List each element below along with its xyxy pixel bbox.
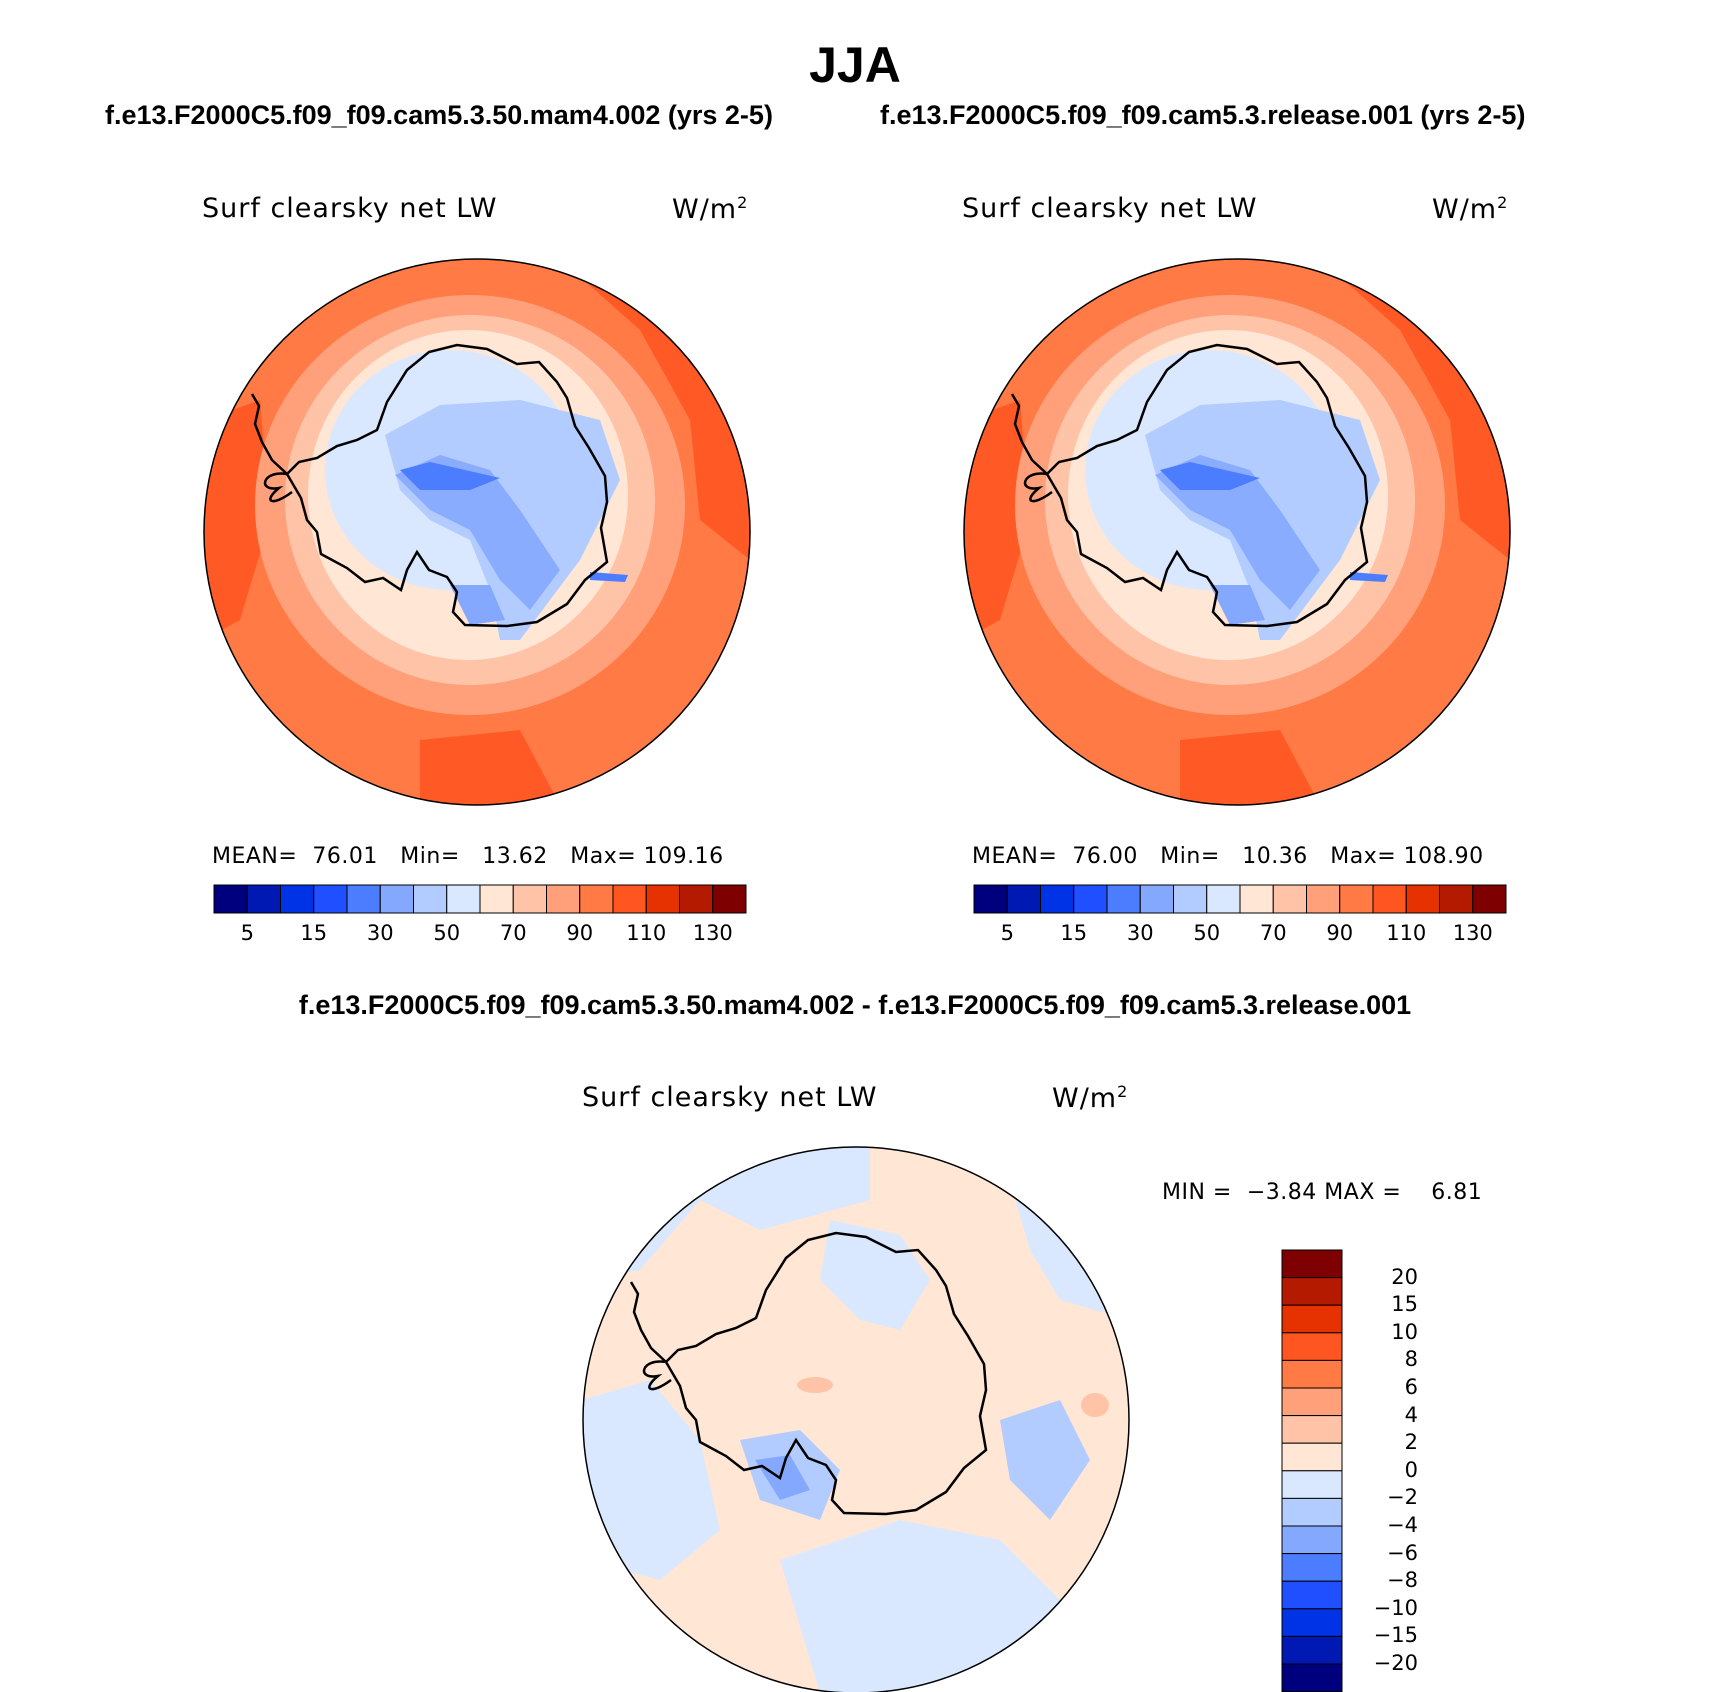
colorbar-swatch (712, 884, 747, 914)
colorbar-swatch (213, 884, 248, 914)
stats-left: MEAN= 76.01 Min= 13.62 Max= 109.16 (212, 844, 724, 869)
map-difference (582, 1146, 1130, 1692)
colorbar-swatch (479, 884, 514, 914)
colorbar-swatch (512, 884, 547, 914)
colorbar-tick-label: −4 (1387, 1513, 1418, 1537)
colorbar-swatch (1173, 884, 1208, 914)
colorbar-tick-label: −20 (1373, 1651, 1418, 1675)
colorbar-swatch (1106, 884, 1141, 914)
colorbar-tick-label: 10 (1391, 1319, 1418, 1344)
colorbar-swatch (1239, 884, 1274, 914)
difference-title: f.e13.F2000C5.f09_f09.cam5.3.50.mam4.002… (298, 990, 1412, 1020)
colorbar-swatch (1206, 884, 1241, 914)
colorbar-tick-label: 90 (566, 921, 594, 945)
colorbar-swatch (1281, 1608, 1343, 1637)
colorbar-swatch (1439, 884, 1474, 914)
colorbar-tick-label: 110 (626, 921, 667, 945)
colorbar-swatch (280, 884, 315, 914)
colorbar-difference (1281, 1249, 1343, 1692)
map-right (963, 258, 1511, 806)
colorbar-swatch (1281, 1663, 1343, 1692)
colorbar-swatch (1073, 884, 1108, 914)
colorbar-swatch (546, 884, 581, 914)
colorbar-swatch (1281, 1415, 1343, 1444)
colorbar-swatch (1281, 1249, 1343, 1279)
colorbar-tick-label: 5 (1000, 921, 1014, 945)
colorbar-tick-label: 20 (1391, 1264, 1418, 1289)
colorbar-swatch (1281, 1277, 1343, 1306)
colorbar-tick-label: −15 (1373, 1623, 1418, 1648)
colorbar-tick-label: 4 (1404, 1402, 1418, 1427)
stats-diff: MIN = −3.84 MAX = 6.81 (1162, 1180, 1483, 1205)
colorbar-tick-label: 110 (1386, 921, 1427, 945)
colorbar-swatch (1281, 1525, 1343, 1555)
colorbar-swatch (246, 884, 281, 914)
colorbar-swatch (1281, 1553, 1343, 1582)
units-label-diff: W/m2 (1052, 1082, 1129, 1114)
colorbar-swatch (645, 884, 680, 914)
colorbar-swatch (1472, 884, 1507, 914)
colorbar-tick-label: 70 (499, 921, 527, 945)
colorbar-tick-label: −10 (1373, 1595, 1418, 1620)
colorbar-swatch (379, 884, 414, 914)
colorbar-tick-label: 130 (692, 921, 733, 945)
colorbar-swatch (1281, 1580, 1343, 1610)
colorbar-swatch (1405, 884, 1440, 914)
colorbar-tick-label: −2 (1387, 1485, 1418, 1510)
colorbar-swatch (1281, 1635, 1343, 1665)
colorbar-swatch (579, 884, 614, 914)
colorbar-swatch (1372, 884, 1407, 914)
colorbar-swatch (679, 884, 714, 914)
colorbar-tick-label: 50 (433, 921, 461, 945)
colorbar-swatch (1281, 1442, 1343, 1472)
colorbar-tick-label: 2 (1404, 1430, 1418, 1455)
case-title-left: f.e13.F2000C5.f09_f09.cam5.3.50.mam4.002… (105, 100, 773, 130)
colorbar-swatch (1306, 884, 1341, 914)
colorbar-swatch (1139, 884, 1174, 914)
colorbar-swatch (1281, 1497, 1343, 1527)
colorbar-swatch (446, 884, 481, 914)
colorbar-right (973, 884, 1507, 914)
map-left (203, 258, 751, 806)
colorbar-tick-label: 15 (300, 921, 328, 945)
colorbar-swatch (313, 884, 348, 914)
colorbar-swatch (1339, 884, 1374, 914)
season-title: JJA (809, 37, 901, 93)
case-title-right: f.e13.F2000C5.f09_f09.cam5.3.release.001… (880, 100, 1526, 130)
colorbar-swatch (413, 884, 448, 914)
colorbar-tick-label: 6 (1404, 1375, 1418, 1399)
colorbar-tick-label: 130 (1452, 921, 1493, 945)
colorbar-swatch (1281, 1332, 1343, 1361)
variable-label-left: Surf clearsky net LW (202, 193, 498, 224)
colorbar-tick-label: −8 (1387, 1568, 1418, 1593)
variable-label-diff: Surf clearsky net LW (582, 1082, 878, 1113)
variable-label-right: Surf clearsky net LW (962, 193, 1258, 224)
colorbar-swatch (1281, 1304, 1343, 1334)
colorbar-swatch (1006, 884, 1041, 914)
colorbar-tick-label: 50 (1193, 921, 1221, 945)
colorbar-swatch (1040, 884, 1075, 914)
colorbar-tick-label: 15 (1060, 921, 1088, 945)
colorbar-tick-label: 8 (1404, 1347, 1418, 1372)
colorbar-tick-label: 90 (1326, 921, 1354, 945)
colorbar-swatch (1281, 1470, 1343, 1499)
colorbar-swatch (612, 884, 647, 914)
colorbar-swatch (973, 884, 1008, 914)
colorbar-tick-label: 70 (1259, 921, 1287, 945)
colorbar-tick-label: 5 (240, 921, 254, 945)
stats-right: MEAN= 76.00 Min= 10.36 Max= 108.90 (972, 844, 1484, 869)
colorbar-swatch (1281, 1359, 1343, 1389)
colorbar-tick-label: 30 (1126, 921, 1154, 945)
colorbar-tick-label: −6 (1387, 1540, 1418, 1565)
colorbar-tick-label: 30 (366, 921, 394, 945)
units-label-left: W/m2 (672, 193, 749, 225)
colorbar-tick-label: 0 (1404, 1457, 1418, 1482)
colorbar-left (213, 884, 747, 914)
colorbar-swatch (1281, 1387, 1343, 1417)
colorbar-swatch (1272, 884, 1307, 914)
colorbar-tick-label: 15 (1391, 1292, 1418, 1317)
colorbar-swatch (346, 884, 381, 914)
units-label-right: W/m2 (1432, 193, 1509, 225)
